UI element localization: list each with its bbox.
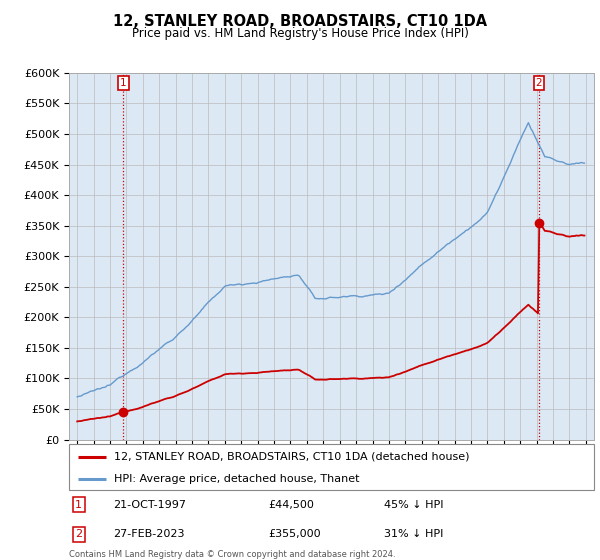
Text: 1: 1	[76, 500, 82, 510]
FancyBboxPatch shape	[69, 444, 594, 490]
Text: £355,000: £355,000	[269, 529, 321, 539]
Text: Price paid vs. HM Land Registry's House Price Index (HPI): Price paid vs. HM Land Registry's House …	[131, 27, 469, 40]
Text: 2: 2	[76, 529, 82, 539]
Text: £44,500: £44,500	[269, 500, 314, 510]
Text: 12, STANLEY ROAD, BROADSTAIRS, CT10 1DA: 12, STANLEY ROAD, BROADSTAIRS, CT10 1DA	[113, 14, 487, 29]
Text: HPI: Average price, detached house, Thanet: HPI: Average price, detached house, Than…	[113, 474, 359, 483]
Text: 31% ↓ HPI: 31% ↓ HPI	[384, 529, 443, 539]
Text: 2: 2	[536, 78, 542, 88]
Text: 27-FEB-2023: 27-FEB-2023	[113, 529, 185, 539]
Text: Contains HM Land Registry data © Crown copyright and database right 2024.
This d: Contains HM Land Registry data © Crown c…	[69, 550, 395, 560]
Text: 12, STANLEY ROAD, BROADSTAIRS, CT10 1DA (detached house): 12, STANLEY ROAD, BROADSTAIRS, CT10 1DA …	[113, 452, 469, 462]
Text: 45% ↓ HPI: 45% ↓ HPI	[384, 500, 443, 510]
Text: 21-OCT-1997: 21-OCT-1997	[113, 500, 187, 510]
Text: 1: 1	[120, 78, 127, 88]
